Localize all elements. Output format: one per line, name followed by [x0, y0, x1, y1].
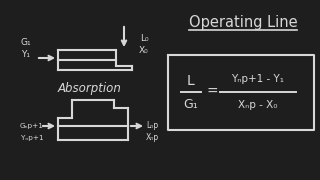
- Text: L₀: L₀: [140, 33, 148, 42]
- Text: Yₙp+1: Yₙp+1: [21, 135, 43, 141]
- Text: Xₙp - X₀: Xₙp - X₀: [238, 100, 278, 110]
- Text: Operating Line: Operating Line: [189, 15, 297, 30]
- Text: G₁: G₁: [21, 37, 31, 46]
- Text: Y₁: Y₁: [21, 50, 30, 59]
- Text: Absorption: Absorption: [58, 82, 122, 94]
- Text: G₁: G₁: [184, 98, 198, 111]
- Text: Lₙp: Lₙp: [146, 122, 158, 130]
- Text: Yₙp+1 - Y₁: Yₙp+1 - Y₁: [231, 74, 284, 84]
- Text: Gₙp+1: Gₙp+1: [20, 123, 44, 129]
- Text: X₀: X₀: [139, 46, 149, 55]
- Text: =: =: [206, 85, 218, 99]
- Text: L: L: [187, 74, 195, 88]
- Text: Xₙp: Xₙp: [145, 134, 159, 143]
